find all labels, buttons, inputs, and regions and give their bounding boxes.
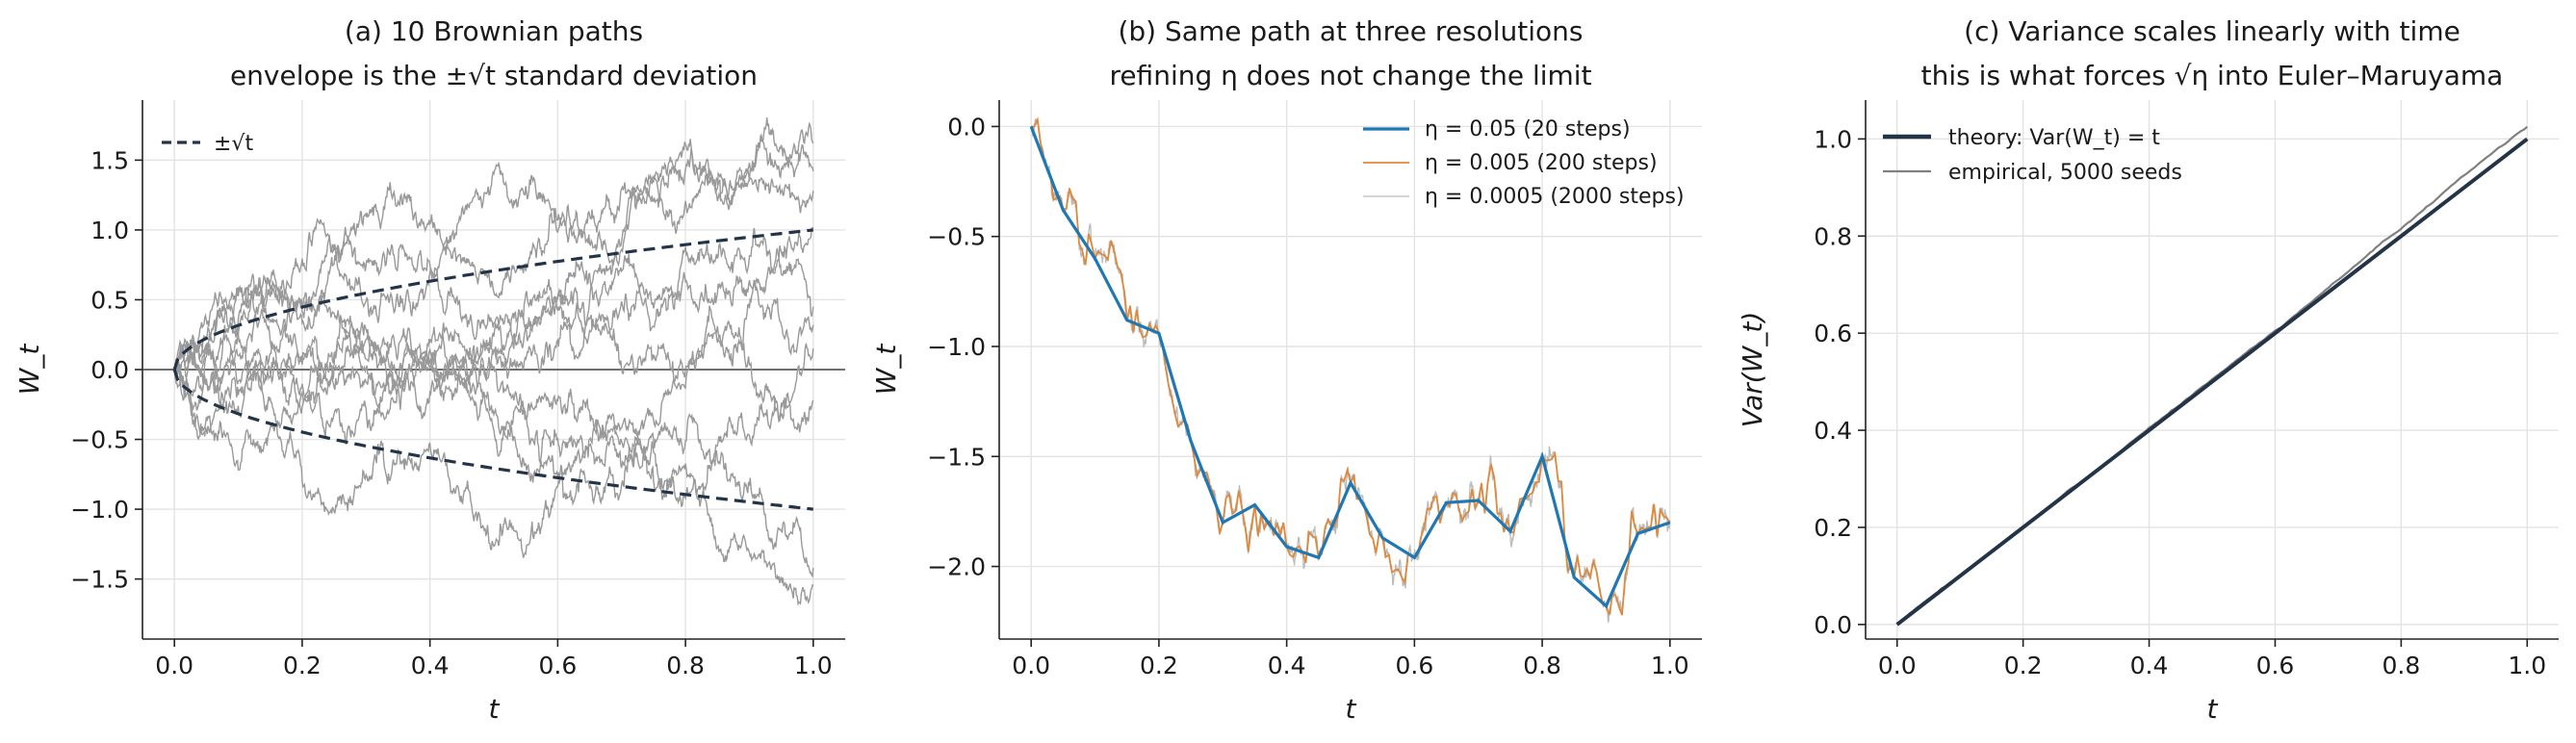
y-tick-label: −2.0: [927, 553, 986, 581]
plot-area: [1029, 115, 1671, 623]
brownian-path: [173, 322, 814, 606]
y-axis-label: W_t: [13, 344, 45, 396]
panel-0: 0.0 0.2 0.4 0.6 0.8 1.0 −1.5 −1.0 −0.5 0.0 0.5 1.0 1…: [13, 15, 845, 725]
envelope-lower: [172, 369, 813, 511]
x-axis-label: t: [1346, 693, 1357, 725]
y-tick-label: 1.0: [90, 217, 129, 244]
envelope-upper: [172, 228, 813, 371]
legend-label: η = 0.05 (20 steps): [1425, 117, 1631, 141]
y-tick-label: −0.5: [70, 426, 129, 454]
y-tick-label: 0.0: [1814, 611, 1852, 639]
x-tick-label: 0.0: [1012, 652, 1050, 679]
brownian-path: [173, 343, 814, 578]
chart-title: (b) Same path at three resolutions: [1118, 15, 1583, 47]
x-tick-label: 0.6: [2256, 652, 2295, 679]
y-tick-label: 0.2: [1814, 514, 1852, 542]
y-tick-label: −1.5: [927, 443, 986, 471]
x-tick-label: 0.8: [2382, 652, 2420, 679]
chart-subtitle: refining η does not change the limit: [1109, 60, 1591, 91]
legend: ±√t: [162, 132, 253, 156]
legend-label: η = 0.0005 (2000 steps): [1425, 185, 1685, 209]
x-tick-label: 0.6: [538, 652, 577, 679]
x-tick-label: 0.0: [155, 652, 193, 679]
legend: η = 0.05 (20 steps) η = 0.005 (200 steps)…: [1363, 117, 1685, 209]
x-tick-label: 0.2: [283, 652, 322, 679]
y-tick-label: −1.0: [927, 333, 986, 361]
brownian-path: [173, 247, 814, 396]
chart-title: (a) 10 Brownian paths: [345, 15, 643, 47]
series-coarse-line: [1029, 125, 1671, 609]
legend-label: empirical, 5000 seeds: [1948, 161, 2182, 185]
y-axis-label: W_t: [870, 344, 902, 396]
legend: theory: Var(W_t) = t empirical, 5000 seed…: [1883, 126, 2182, 185]
brownian-path: [173, 117, 814, 380]
x-tick-label: 0.2: [2004, 652, 2043, 679]
x-tick-label: 0.6: [1395, 652, 1433, 679]
panel-2: 0.0 0.2 0.4 0.6 0.8 1.0 0.0 0.2 0.4 0.6 0.8 1.0 (c) …: [1737, 15, 2559, 725]
x-tick-label: 0.0: [1878, 652, 1917, 679]
brownian-path: [173, 286, 814, 506]
x-axis-label: t: [2207, 693, 2219, 725]
x-tick-label: 0.4: [411, 652, 450, 679]
brownian-path: [173, 167, 814, 371]
y-tick-label: 0.4: [1814, 417, 1852, 445]
x-tick-label: 1.0: [2508, 652, 2546, 679]
plot-area: [142, 117, 845, 606]
x-tick-label: 0.4: [1268, 652, 1306, 679]
legend-label: ±√t: [214, 132, 253, 156]
y-tick-label: 0.6: [1814, 320, 1852, 347]
x-tick-label: 0.8: [666, 652, 705, 679]
x-axis-label: t: [489, 693, 501, 725]
chart-title: (c) Variance scales linearly with time: [1964, 15, 2460, 47]
chart-subtitle: this is what forces √η into Euler–Maruya…: [1921, 60, 2504, 91]
y-tick-label: 0.8: [1814, 222, 1852, 250]
y-tick-label: −1.5: [70, 566, 129, 594]
y-tick-label: 0.0: [947, 113, 986, 141]
chart-subtitle: envelope is the ±√t standard deviation: [230, 60, 758, 91]
x-tick-label: 1.0: [1651, 652, 1689, 679]
x-tick-label: 0.2: [1140, 652, 1178, 679]
x-tick-label: 0.4: [2130, 652, 2169, 679]
series-theory-line: [1895, 137, 2529, 627]
x-tick-label: 0.8: [1523, 652, 1561, 679]
y-tick-label: −0.5: [927, 223, 986, 251]
y-tick-label: 1.0: [1814, 125, 1852, 153]
panel-1: 0.0 0.2 0.4 0.6 0.8 1.0 −2.0 −1.5 −1.0 −0.5 0.0 (b)…: [870, 15, 1702, 725]
plot-area: [1895, 125, 2529, 627]
y-tick-label: 1.5: [90, 146, 129, 174]
x-tick-label: 1.0: [794, 652, 833, 679]
legend-label: theory: Var(W_t) = t: [1948, 126, 2160, 150]
y-tick-label: 0.0: [90, 356, 129, 384]
y-tick-label: 0.5: [90, 286, 129, 314]
legend-label: η = 0.005 (200 steps): [1425, 151, 1658, 175]
y-tick-label: −1.0: [70, 496, 129, 524]
brownian-path: [173, 315, 814, 468]
y-axis-label: Var(W_t): [1737, 312, 1768, 428]
